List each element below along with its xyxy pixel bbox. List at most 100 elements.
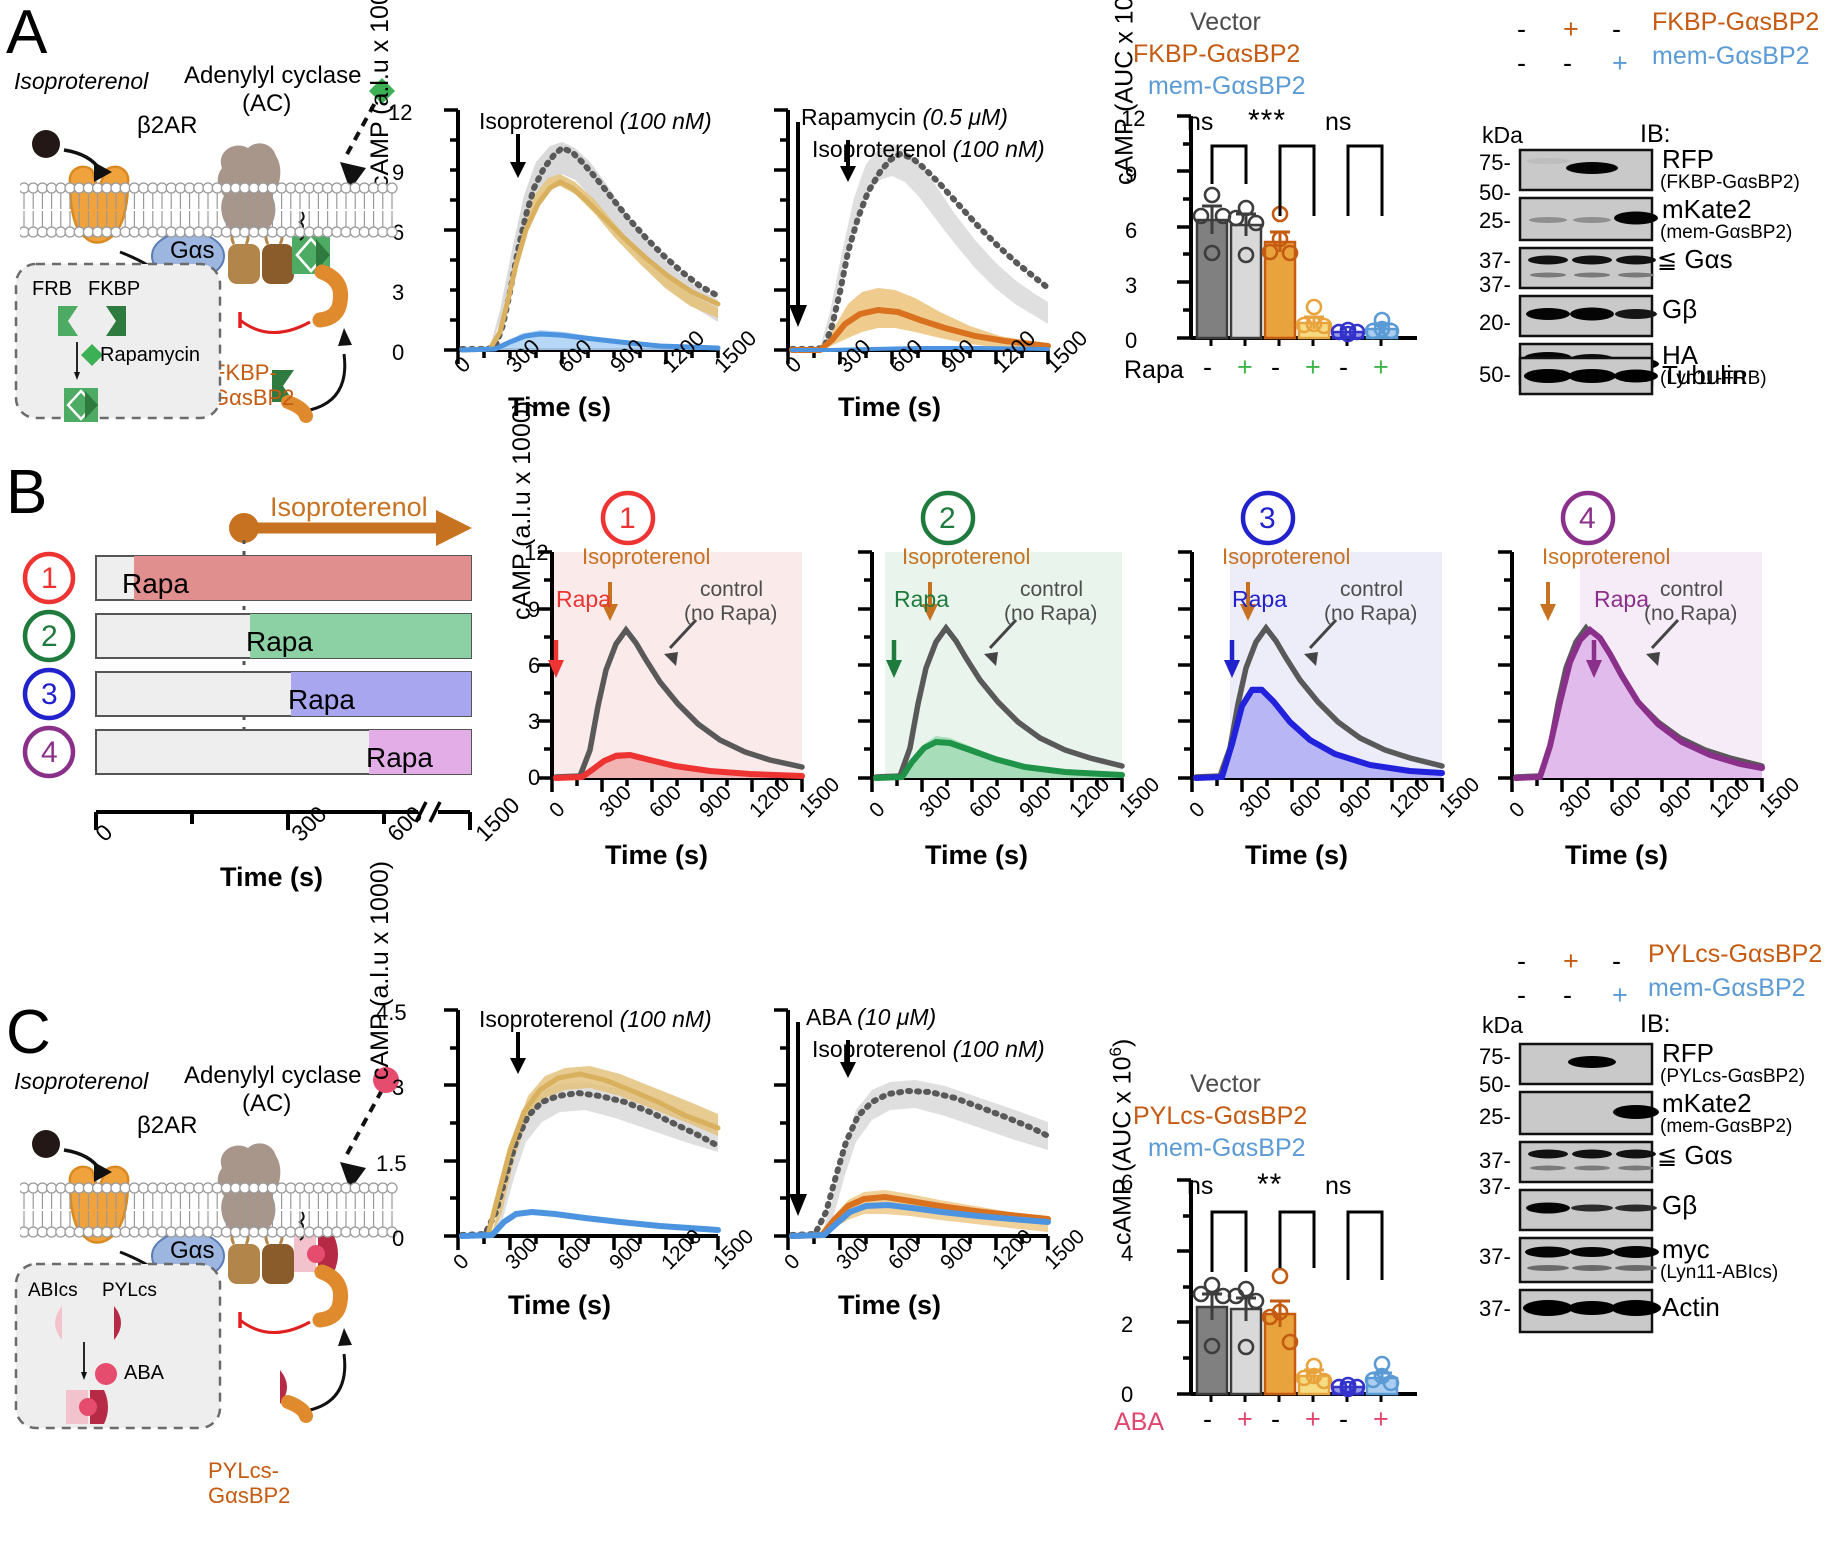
x-axis-label-a2: Time (s) <box>838 392 942 422</box>
sig-brackets-c <box>1210 1210 1384 1280</box>
y-axis-label-cbar: cAMP (AUC x 106) <box>1106 1038 1137 1245</box>
panel-c-inset <box>14 1262 222 1430</box>
blot-c-r1-v2: + <box>1563 946 1579 976</box>
rapa-val-a-3: - <box>1271 352 1280 382</box>
rapamycin-arrow-a <box>344 89 384 157</box>
panel-a-barchart <box>1135 106 1435 366</box>
control-label2-b1: (no Rapa) <box>684 602 778 625</box>
y-tick-abar-0: 0 <box>1125 328 1138 353</box>
blot-c-r2-v3: + <box>1612 980 1628 1010</box>
tl-rapa-label-2: Rapa <box>246 626 313 657</box>
bar-a-3 <box>1263 240 1297 340</box>
panel-b-plot-4 <box>1498 550 1765 792</box>
blot-c-name-mkate: mKate2 <box>1662 1088 1752 1118</box>
aba-val-c-5: - <box>1339 1404 1348 1434</box>
pylcs-trace-c1 <box>459 1071 721 1239</box>
iso-label-b3: Isoproterenol <box>1222 544 1351 569</box>
points-c <box>1192 1267 1400 1398</box>
blot-a-m-75: 75- <box>1479 150 1511 175</box>
vector-trace-a1 <box>459 144 721 352</box>
frb-shape-a <box>58 306 78 336</box>
vector-trace-a2 <box>789 150 1051 352</box>
trace-b3 <box>1193 687 1445 781</box>
adenylyl-cyclase-label-c: Adenylyl cyclase <box>184 1062 362 1089</box>
iso-label-b2: Isoproterenol <box>902 544 1031 569</box>
legend-c-mem: mem-GαsBP2 <box>1148 1134 1306 1162</box>
b2ar-label-c: β2AR <box>137 1112 198 1139</box>
blot-c-r2-v2: - <box>1563 980 1572 1010</box>
trace-b4 <box>1513 625 1765 781</box>
iso-annotation-c1: Isoproterenol (100 nM) <box>479 1006 712 1033</box>
blot-a-r1-v3: - <box>1612 14 1621 44</box>
blot-c-m-37d: 37- <box>1479 1296 1511 1321</box>
blot-a-m-50b: 50- <box>1479 362 1511 387</box>
y-tick-abar-6: 6 <box>1125 218 1138 243</box>
gas-label-a: Gαs <box>170 237 215 264</box>
panel-a-plot1 <box>400 100 730 420</box>
blot-a-m-20: 20- <box>1479 310 1511 335</box>
pylcs-label-c: PYLcs <box>102 1280 157 1301</box>
tl-row-2 <box>95 613 472 659</box>
panel-b-timeline <box>95 510 472 775</box>
tl-row-4 <box>95 729 472 775</box>
aba-val-c-3: - <box>1271 1404 1280 1434</box>
blot-a-sub-rfp: (FKBP-GαsBP2) <box>1660 172 1800 193</box>
free-fkbp-a <box>272 370 294 402</box>
panel-b-plot-2 <box>858 550 1125 792</box>
blot-a-m-37a: 37- <box>1479 248 1511 273</box>
blot-c-ib: IB: <box>1640 1010 1671 1038</box>
ac-abbrev-label-a: (AC) <box>242 90 292 117</box>
y-tick-abar-9: 9 <box>1125 162 1138 187</box>
tl-axis-title: Time (s) <box>220 862 324 892</box>
blot-a-m-37b: 37- <box>1479 272 1511 297</box>
y-tick-abar-12: 12 <box>1121 106 1146 131</box>
blot-c-r1-v3: - <box>1612 946 1621 976</box>
abics-label-c: ABIcs <box>28 1280 78 1301</box>
rapa-block-2 <box>250 614 471 658</box>
panel-b-plots <box>510 490 1820 860</box>
blot-c-m-37a: 37- <box>1479 1148 1511 1173</box>
pylcs-shape-c <box>114 1306 121 1340</box>
sig-a-1: ns <box>1187 108 1214 136</box>
blot-a-r2-label: mem-GαsBP2 <box>1652 42 1810 70</box>
panel-a-inset <box>14 262 222 422</box>
aba-dot-inset-c <box>95 1363 117 1385</box>
vector-sem-a1 <box>462 142 718 349</box>
rapa-val-a-1: - <box>1203 352 1212 382</box>
fkbp-label-a: FKBP <box>88 278 141 300</box>
blot-a-name-rfp: RFP <box>1662 144 1714 174</box>
rapamycin-diamond-inset-a <box>81 344 103 366</box>
isoproterenol-label-c: Isoproterenol <box>14 1068 149 1094</box>
blot-c-gels <box>1518 1042 1661 1334</box>
inhibition-arrow-a <box>239 318 311 334</box>
ac-lobe-right <box>262 244 294 284</box>
effector-label-a-1: FKBP- <box>212 360 277 385</box>
blot-a-name-gas: ≦ Gαs <box>1657 244 1733 274</box>
blot-c-sub-myc: (Lyn11-ABIcs) <box>1660 1262 1779 1283</box>
effector-label-c-2: GαsBP2 <box>208 1483 291 1508</box>
blot-c-name-rfp: RFP <box>1662 1038 1714 1068</box>
blot-a-name-tubulin: Tubulin <box>1662 360 1747 390</box>
effector-label-a-2: GαsBP2 <box>212 385 295 410</box>
tl-row-3 <box>95 671 472 717</box>
tl-iso-label: Isoproterenol <box>270 492 428 522</box>
bar-c-1 <box>1195 1305 1229 1396</box>
b2ar-label-a: β2AR <box>137 112 198 139</box>
y-tick-b-0: 0 <box>528 765 541 790</box>
bar-c-2 <box>1229 1307 1263 1396</box>
recruit-arrow-c <box>309 1353 347 1412</box>
blot-a-ib: IB: <box>1640 120 1671 148</box>
mem-trace-a1 <box>459 331 721 353</box>
y-tick-cbar-4: 4 <box>1121 1241 1134 1266</box>
gasbp2-tail-a <box>312 264 349 328</box>
y-tick-cbar-2: 2 <box>1121 1312 1134 1337</box>
iso-annotation-a1: Isoproterenol (100 nM) <box>479 108 712 135</box>
aba-annotation-c2-text: ABA <box>806 1004 851 1030</box>
control-label2-b2: (no Rapa) <box>1004 602 1098 625</box>
rapa-val-a-4: + <box>1305 352 1321 382</box>
blot-a-name-mkate: mKate2 <box>1662 194 1752 224</box>
rapa-val-a-5: - <box>1339 352 1348 382</box>
trace-b2 <box>873 738 1125 781</box>
points-a <box>1192 186 1400 343</box>
fkbp-trace-a1 <box>459 179 721 353</box>
